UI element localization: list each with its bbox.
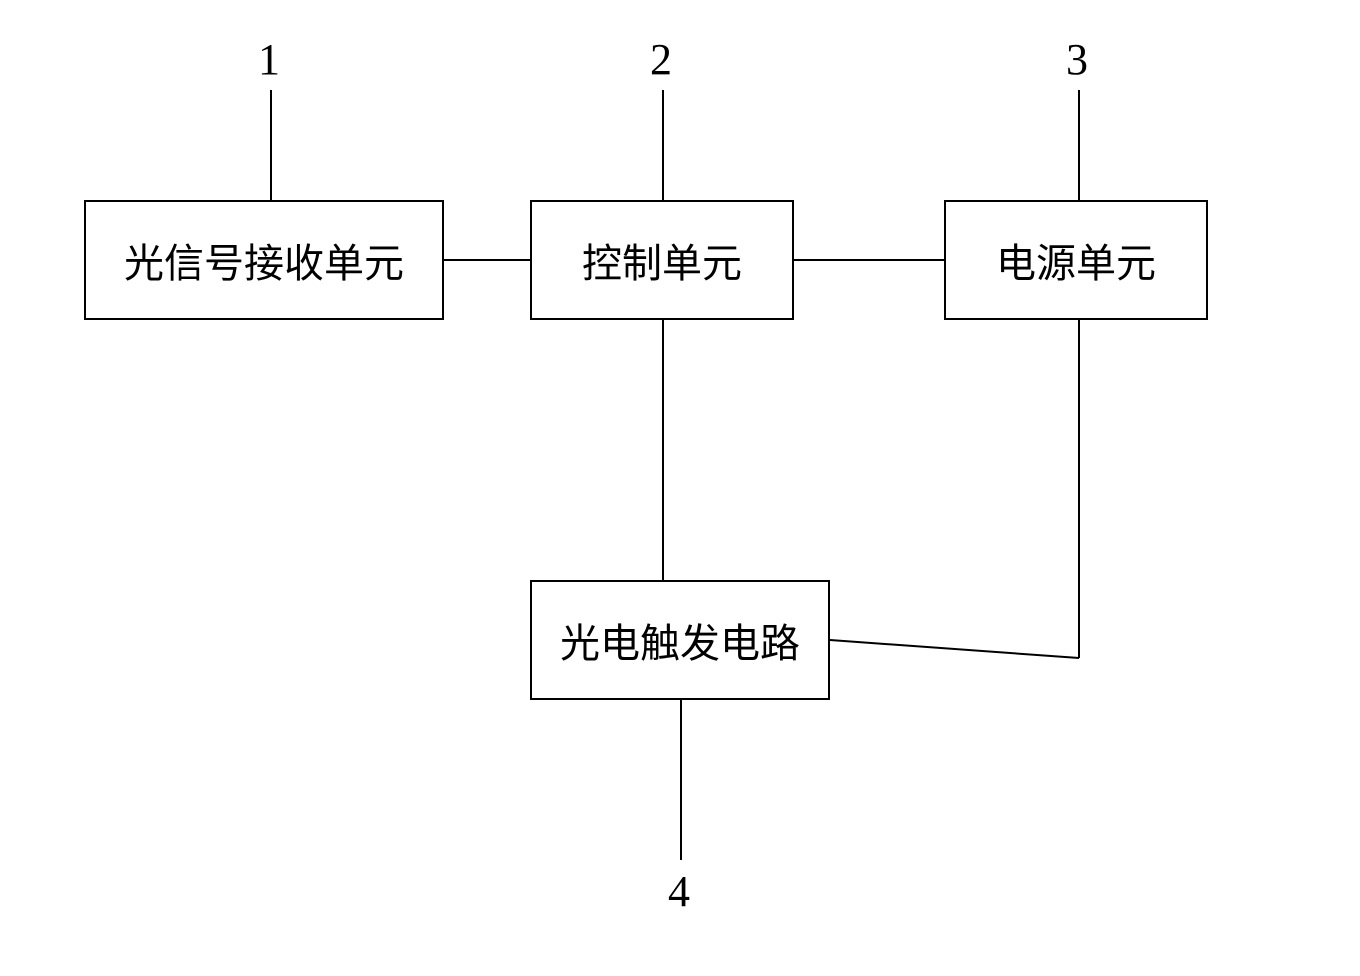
node-label: 光电触发电路 — [560, 611, 800, 669]
leader-line-3 — [1078, 90, 1080, 200]
edge-n1-n2 — [444, 259, 530, 261]
node-optical-signal-receiving-unit: 光信号接收单元 — [84, 200, 444, 320]
node-power-unit: 电源单元 — [944, 200, 1208, 320]
ref-number-4: 4 — [668, 866, 690, 917]
node-label: 光信号接收单元 — [124, 231, 404, 289]
ref-number-1: 1 — [258, 34, 280, 85]
ref-number-2: 2 — [650, 34, 672, 85]
edge-n2-n4 — [662, 320, 664, 580]
edge-n2-n3 — [794, 259, 944, 261]
node-photoelectric-trigger-circuit: 光电触发电路 — [530, 580, 830, 700]
leader-line-4 — [680, 700, 682, 860]
leader-line-1 — [270, 90, 272, 200]
node-label: 电源单元 — [996, 231, 1156, 289]
node-control-unit: 控制单元 — [530, 200, 794, 320]
ref-number-3: 3 — [1066, 34, 1088, 85]
node-label: 控制单元 — [582, 231, 742, 289]
edge-n3-down — [1078, 320, 1080, 658]
leader-line-2 — [662, 90, 664, 200]
